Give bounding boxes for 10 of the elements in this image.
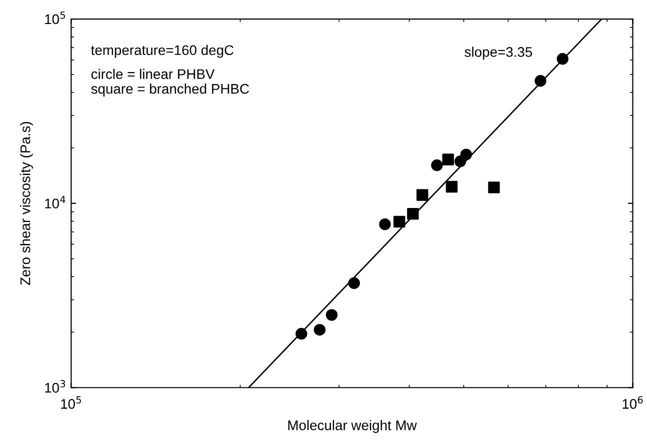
annotation: square = branched PHBC (91, 84, 249, 96)
x-tick-label: 10$^{6}$ (622, 396, 643, 409)
x-axis-title: Molecular weight Mw (288, 420, 417, 433)
y-axis-title: Zero shear viscosity (Pa.s) (20, 122, 33, 286)
annotation: temperature=160 degC (91, 44, 234, 58)
y-tick-label: 10$^{5}$ (45, 12, 66, 24)
y-tick-label: 10$^{4}$ (45, 196, 66, 208)
y-tick-label: 10$^{3}$ (45, 380, 66, 393)
annotation: circle = linear PHBV (91, 68, 215, 80)
annotation: slope=3.35 (464, 46, 532, 60)
